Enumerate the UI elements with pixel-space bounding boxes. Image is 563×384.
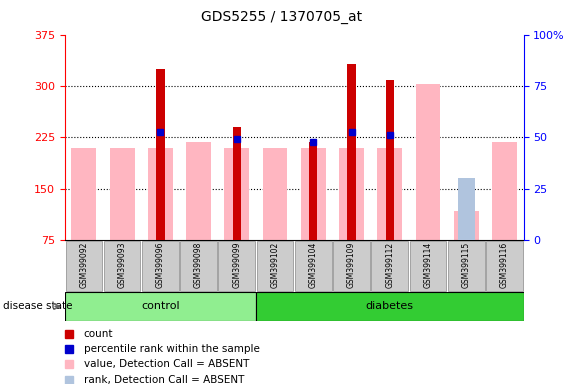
Bar — [65, 240, 102, 291]
Text: GSM399116: GSM399116 — [500, 242, 509, 288]
Text: GSM399099: GSM399099 — [233, 242, 242, 288]
Text: value, Detection Call = ABSENT: value, Detection Call = ABSENT — [83, 359, 249, 369]
Text: control: control — [141, 301, 180, 311]
Bar — [339, 147, 364, 240]
Bar — [492, 142, 517, 240]
Bar — [454, 210, 479, 240]
Bar — [295, 240, 332, 291]
Text: GSM399109: GSM399109 — [347, 242, 356, 288]
Bar — [415, 84, 440, 240]
Bar — [377, 147, 402, 240]
Bar — [186, 142, 211, 240]
Text: GSM399098: GSM399098 — [194, 242, 203, 288]
Bar — [347, 64, 356, 240]
Bar — [262, 147, 288, 240]
Text: GSM399112: GSM399112 — [385, 242, 394, 288]
Bar — [372, 240, 408, 291]
Bar — [225, 147, 249, 240]
Text: diabetes: diabetes — [366, 301, 414, 311]
Text: GSM399114: GSM399114 — [423, 242, 432, 288]
Bar — [448, 240, 485, 291]
Bar — [110, 147, 135, 240]
Text: percentile rank within the sample: percentile rank within the sample — [83, 344, 260, 354]
Text: GSM399104: GSM399104 — [309, 242, 318, 288]
Bar — [257, 240, 293, 291]
Bar — [156, 69, 164, 240]
Bar — [104, 240, 140, 291]
Bar — [180, 240, 217, 291]
Bar — [142, 240, 178, 291]
Text: disease state: disease state — [3, 301, 72, 311]
Text: GSM399092: GSM399092 — [79, 242, 88, 288]
Text: GSM399096: GSM399096 — [156, 242, 165, 288]
Bar — [65, 292, 256, 321]
Bar — [148, 147, 173, 240]
Text: GSM399115: GSM399115 — [462, 242, 471, 288]
Bar — [233, 127, 241, 240]
Bar — [486, 240, 523, 291]
Bar — [309, 142, 318, 240]
Bar — [333, 240, 370, 291]
Bar — [410, 240, 446, 291]
Text: GSM399102: GSM399102 — [271, 242, 280, 288]
Text: GDS5255 / 1370705_at: GDS5255 / 1370705_at — [201, 10, 362, 23]
Text: GSM399093: GSM399093 — [118, 242, 127, 288]
Bar — [72, 147, 96, 240]
Bar — [386, 80, 394, 240]
Bar — [301, 147, 326, 240]
Text: rank, Detection Call = ABSENT: rank, Detection Call = ABSENT — [83, 375, 244, 384]
Bar — [256, 292, 524, 321]
Text: count: count — [83, 329, 113, 339]
Bar — [458, 179, 475, 240]
Bar — [218, 240, 255, 291]
